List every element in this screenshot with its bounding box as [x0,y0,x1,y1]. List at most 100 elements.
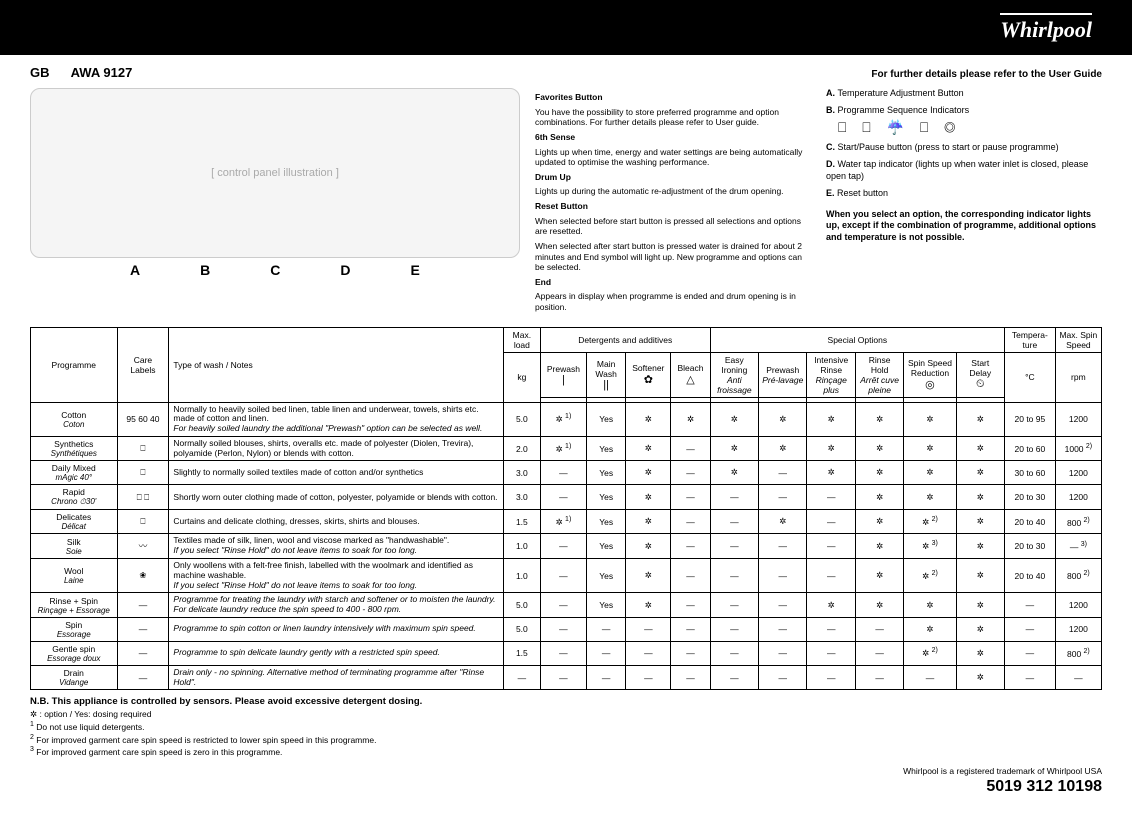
upper-section: [ control panel illustration ] A B C D E… [30,88,1102,317]
cell-spin: 1200 [1055,402,1101,436]
cell-opt: ✲ [759,510,807,534]
cell-opt: ✲ [956,558,1004,592]
cell-maxload: 1.0 [503,558,540,592]
cell-temp: 20 to 95 [1005,402,1056,436]
table-row: DrainVidange—Drain only - no spinning. A… [31,665,1102,690]
letter-e: E [411,262,420,278]
cell-maxload: 2.0 [503,436,540,461]
cell-det: — [540,593,586,618]
cell-opt: — [759,534,807,559]
drumup-title: Drum Up [535,172,811,183]
cell-det: — [587,617,626,641]
th-prewash: Prewash| [540,352,586,397]
cell-det: Yes [587,485,626,510]
table-row: SpinEssorage—Programme to spin cotton or… [31,617,1102,641]
th-delay: Start Delay⏲ [956,352,1004,397]
cell-det: — [671,558,710,592]
reset-text-2: When selected after start button is pres… [535,241,811,273]
cell-opt: ✲ [759,402,807,436]
cell-opt: — [855,641,903,665]
cell-det: — [671,461,710,485]
cell-notes: Normally to heavily soiled bed linen, ta… [169,402,504,436]
drumup-text: Lights up during the automatic re-adjust… [535,186,811,197]
cell-det: Yes [587,558,626,592]
th-type: Type of wash / Notes [169,327,504,402]
letter-d: D [340,262,350,278]
cell-notes: Programme to spin cotton or linen laundr… [169,617,504,641]
cell-notes: Shortly worn outer clothing made of cott… [169,485,504,510]
cell-det: — [626,617,671,641]
desc-col-left: Favorites Button You have the possibilit… [535,88,811,317]
cell-opt: — [759,641,807,665]
brand-logo: Whirlpool [1000,13,1092,43]
cell-opt: — [807,665,855,690]
th-maxload: Max. load [503,327,540,352]
cell-det: — [671,617,710,641]
letter-a: A [130,262,140,278]
th-mainwash: Main Wash|| [587,352,626,397]
cell-spin: 1200 [1055,593,1101,618]
cell-det: Yes [587,402,626,436]
cell-opt: — [710,665,758,690]
cell-programme: Daily MixedmAgic 40° [31,461,118,485]
table-row: DelicatesDélicat⎕Curtains and delicate c… [31,510,1102,534]
cell-opt: ✲ [956,534,1004,559]
cell-care: 95 60 40 [117,402,169,436]
cell-det: ✲ [626,436,671,461]
nb-line: N.B. This appliance is controlled by sen… [30,696,1102,708]
table-row: Programme Care Labels Type of wash / Not… [31,327,1102,352]
cell-opt: ✲ [956,665,1004,690]
legend-b: B. Programme Sequence Indicators ⎕ ⎕ ☔ ⎕… [826,105,1102,136]
table-row: SyntheticsSynthétiques⎕Normally soiled b… [31,436,1102,461]
cell-spin: 800 2) [1055,641,1101,665]
cell-det: Yes [587,461,626,485]
th-c: °C [1005,352,1056,402]
cell-opt: ✲ [855,461,903,485]
th-care: Care Labels [117,327,169,402]
cell-opt: — [807,617,855,641]
cell-opt: ✲ [904,402,956,436]
cell-opt: ✲ [904,485,956,510]
refer-note: For further details please refer to the … [871,69,1102,80]
legend-c: C. Start/Pause button (press to start or… [826,142,1102,153]
cell-temp: — [1005,641,1056,665]
th-programme: Programme [31,327,118,402]
cell-temp: 30 to 60 [1005,461,1056,485]
th-rinsehold: Rinse HoldArrêt cuve pleine [855,352,903,397]
country-code: GB [30,65,50,80]
table-row: Rinse + SpinRinçage + Essorage—Programme… [31,593,1102,618]
legend-list: A. Temperature Adjustment Button B. Prog… [826,88,1102,199]
psi-icons: ⎕ ⎕ ☔ ⎕ ◎ [838,119,1102,137]
legend-d: D. Water tap indicator (lights up when w… [826,159,1102,182]
cell-care: — [117,593,169,618]
cell-det: — [671,534,710,559]
cell-care: ⎕ [117,461,169,485]
cell-opt: ✲ 2) [904,510,956,534]
table-row: Gentle spinEssorage doux—Programme to sp… [31,641,1102,665]
cell-spin: 1200 [1055,461,1101,485]
cell-opt: ✲ [855,510,903,534]
sym-line: ✲ : option / Yes: dosing required [30,709,1102,720]
th-rpm: rpm [1055,352,1101,402]
cell-spin: 1200 [1055,485,1101,510]
cell-opt: — [710,510,758,534]
th-bleach: Bleach△ [671,352,710,397]
cell-det: — [587,641,626,665]
cell-opt: ✲ [956,485,1004,510]
option-note: When you select an option, the correspon… [826,209,1102,243]
cell-temp: — [1005,617,1056,641]
cell-opt: ✲ [710,461,758,485]
cell-care: 〰 [117,534,169,559]
part-number: 5019 312 10198 [903,777,1102,798]
cell-opt: ✲ [807,436,855,461]
cell-opt: — [807,558,855,592]
th-easyiron: Easy IroningAnti froissage [710,352,758,397]
table-row: SilkSoie〰Textiles made of silk, linen, w… [31,534,1102,559]
cell-opt: ✲ [956,510,1004,534]
letter-c: C [270,262,280,278]
cell-opt: — [807,641,855,665]
favorites-title: Favorites Button [535,92,811,103]
cell-opt: ✲ [956,436,1004,461]
cell-opt: — [710,617,758,641]
cell-det: — [540,485,586,510]
